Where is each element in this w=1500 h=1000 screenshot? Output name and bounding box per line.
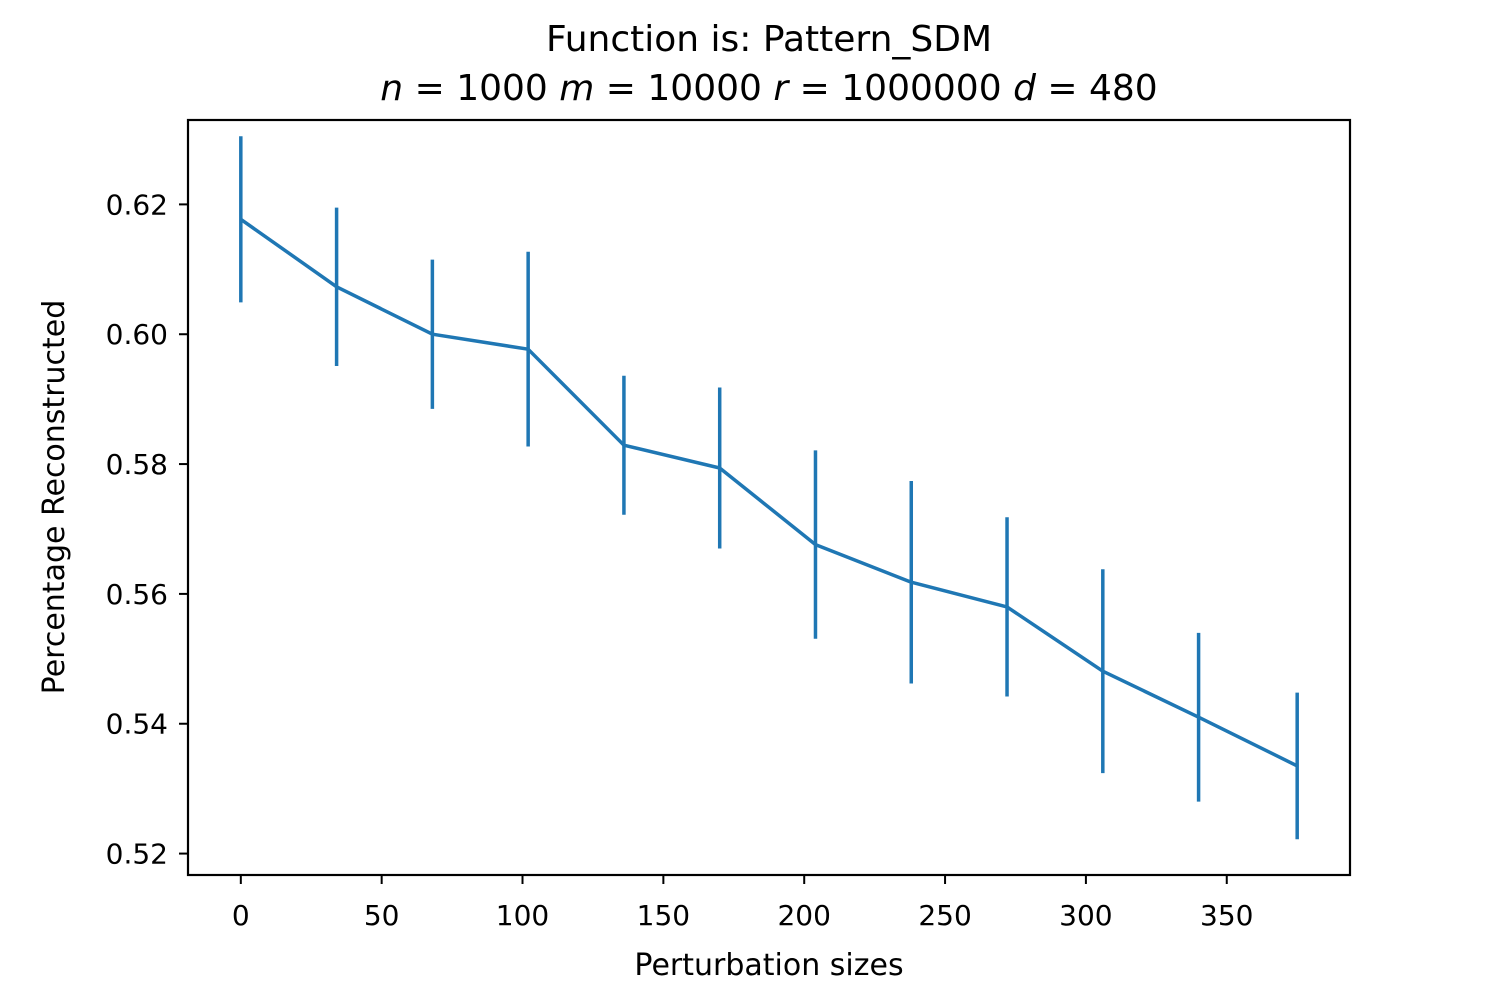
y-tick-label: 0.62 [106, 188, 168, 221]
param-m-value: 10000 [647, 68, 762, 109]
param-r-value: 1000000 [841, 68, 1001, 109]
chart-subtitle: n = 1000 m = 10000 r = 1000000 d = 480 [380, 68, 1157, 109]
equals-sign: = [1036, 68, 1089, 109]
x-tick-label: 300 [1059, 899, 1112, 932]
param-d-value: 480 [1089, 68, 1158, 109]
equals-sign: = [403, 68, 456, 109]
x-tick-label: 350 [1200, 899, 1253, 932]
equals-sign: = [594, 68, 647, 109]
y-axis-ticks: 0.52 0.54 0.56 0.58 0.60 0.62 [106, 188, 188, 871]
y-tick-label: 0.56 [106, 578, 168, 611]
x-tick-label: 250 [918, 899, 971, 932]
series-line [239, 217, 1298, 768]
x-axis-ticks: 0 50 100 150 200 250 300 350 [232, 875, 1253, 932]
chart-title: Function is: Pattern_SDM [546, 19, 992, 60]
x-tick-label: 0 [232, 899, 250, 932]
param-r-symbol: r [773, 68, 790, 109]
y-tick-label: 0.60 [106, 318, 168, 351]
param-d-symbol: d [1013, 68, 1037, 109]
y-tick-label: 0.52 [106, 838, 168, 871]
plot-frame [186, 118, 1352, 877]
param-n-symbol: n [380, 68, 403, 109]
x-tick-label: 50 [364, 899, 400, 932]
x-tick-label: 100 [496, 899, 549, 932]
y-axis-label: Percentage Reconstructed [37, 300, 72, 695]
x-tick-label: 150 [637, 899, 690, 932]
x-tick-label: 200 [777, 899, 830, 932]
y-tick-label: 0.58 [106, 448, 168, 481]
param-n-value: 1000 [456, 68, 548, 109]
y-tick-label: 0.54 [106, 708, 168, 741]
x-axis-label: Perturbation sizes [634, 948, 903, 983]
param-m-symbol: m [559, 68, 594, 109]
equals-sign: = [788, 68, 841, 109]
